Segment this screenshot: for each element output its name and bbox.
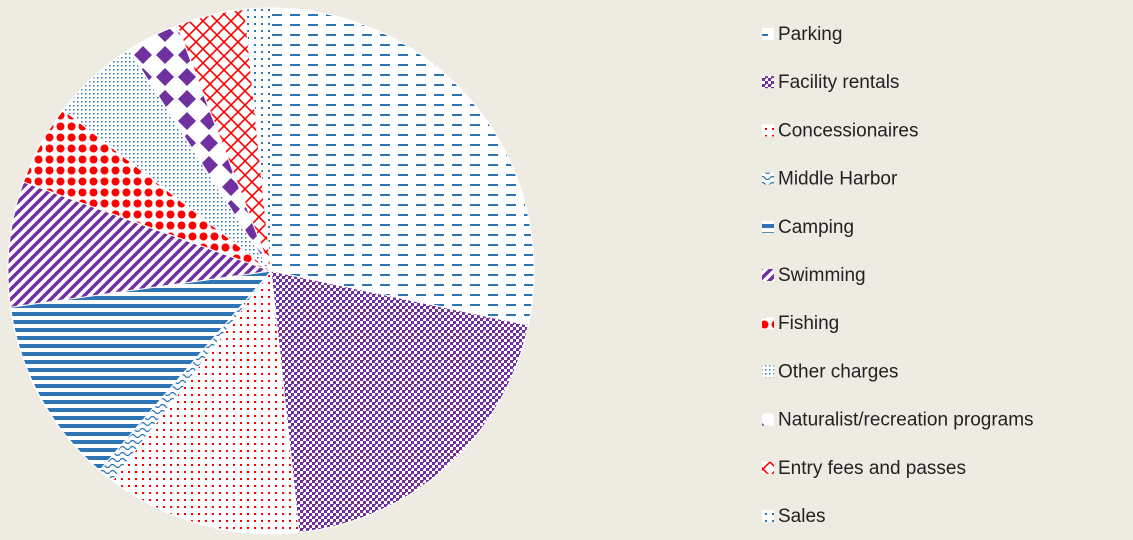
legend-label: Naturalist/recreation programs xyxy=(778,410,1034,431)
legend-swatch xyxy=(762,510,774,522)
legend-swatch xyxy=(762,413,774,426)
legend-label: Middle Harbor xyxy=(778,169,898,190)
legend-label: Swimming xyxy=(778,265,866,286)
legend-swatch xyxy=(762,461,774,474)
legend-label: Fishing xyxy=(778,313,839,334)
legend-swatch xyxy=(762,317,774,330)
legend-label: Concessionaires xyxy=(778,120,918,141)
legend-label: Parking xyxy=(778,24,842,45)
legend-swatch xyxy=(762,172,774,185)
pie-slice xyxy=(270,7,535,326)
legend-swatch xyxy=(762,28,774,40)
pie-slice xyxy=(111,269,300,535)
legend-swatch xyxy=(762,269,774,281)
legend-label: Sales xyxy=(778,506,826,527)
pie-slice xyxy=(9,270,273,472)
pie-slice xyxy=(7,181,272,308)
legend-swatch xyxy=(762,365,774,378)
legend-label: Facility rentals xyxy=(778,72,899,93)
pie-slice xyxy=(270,270,529,534)
legend-label: Camping xyxy=(778,217,854,238)
legend-swatch xyxy=(762,76,774,89)
legend-swatch xyxy=(762,220,774,233)
legend-label: Other charges xyxy=(778,361,898,382)
pie-slice xyxy=(244,7,272,272)
legend-swatch xyxy=(762,124,774,137)
legend-label: Entry fees and passes xyxy=(778,458,966,479)
